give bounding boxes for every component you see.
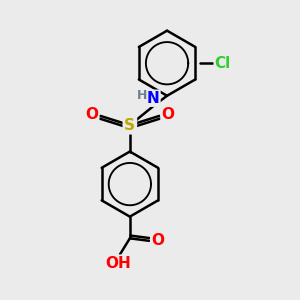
Text: O: O: [161, 107, 175, 122]
Text: S: S: [124, 118, 135, 133]
Text: OH: OH: [106, 256, 131, 271]
Text: O: O: [85, 107, 98, 122]
Text: Cl: Cl: [215, 56, 231, 71]
Text: N: N: [147, 91, 160, 106]
Text: O: O: [151, 233, 164, 248]
Text: H: H: [136, 88, 147, 102]
